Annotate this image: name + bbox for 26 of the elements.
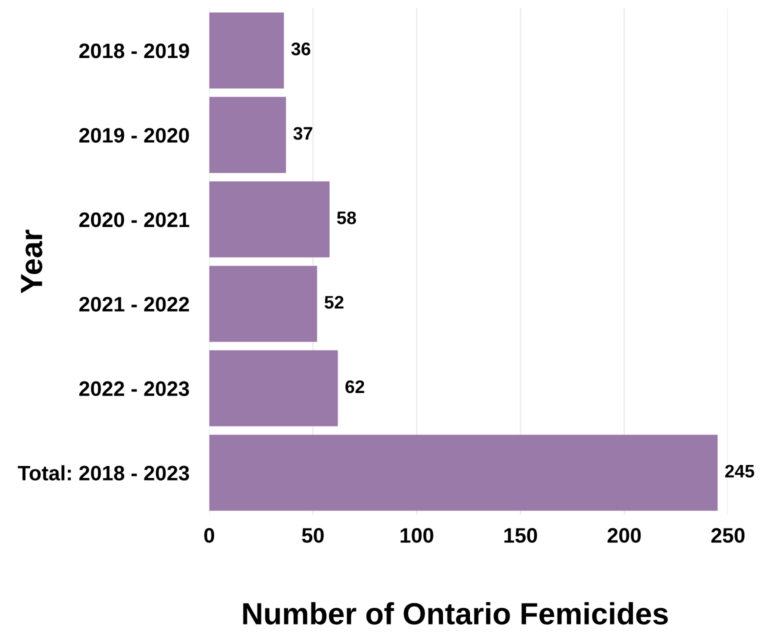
data-label: 52	[324, 296, 344, 309]
y-tick-label: 2019 - 2020	[79, 128, 189, 143]
x-tick-label: 150	[504, 528, 538, 543]
y-axis-title: Year	[21, 230, 42, 294]
bar	[209, 181, 330, 258]
y-tick-label: Total: 2018 - 2023	[18, 465, 190, 481]
data-label: 62	[345, 380, 364, 394]
bar	[209, 350, 338, 426]
data-label: 36	[291, 42, 310, 56]
y-tick-label: 2022 - 2023	[79, 381, 190, 396]
bar	[209, 96, 286, 173]
data-label: 37	[293, 127, 312, 140]
bar	[209, 434, 718, 511]
x-tick-label: 200	[608, 528, 641, 543]
x-axis-title: Number of Ontario Femicides	[243, 602, 668, 625]
bar	[209, 266, 318, 342]
bar	[209, 12, 284, 88]
x-tick-label: 50	[302, 528, 324, 543]
y-tick-label: 2021 - 2022	[79, 296, 189, 312]
x-tick-label: 0	[204, 528, 214, 543]
x-tick-label: 250	[711, 528, 745, 543]
x-tick-label: 100	[400, 528, 434, 543]
data-label: 245	[725, 464, 754, 478]
data-label: 58	[337, 211, 356, 224]
y-tick-label: 2018 - 2019	[79, 43, 190, 58]
y-tick-label: 2020 - 2021	[79, 212, 190, 228]
